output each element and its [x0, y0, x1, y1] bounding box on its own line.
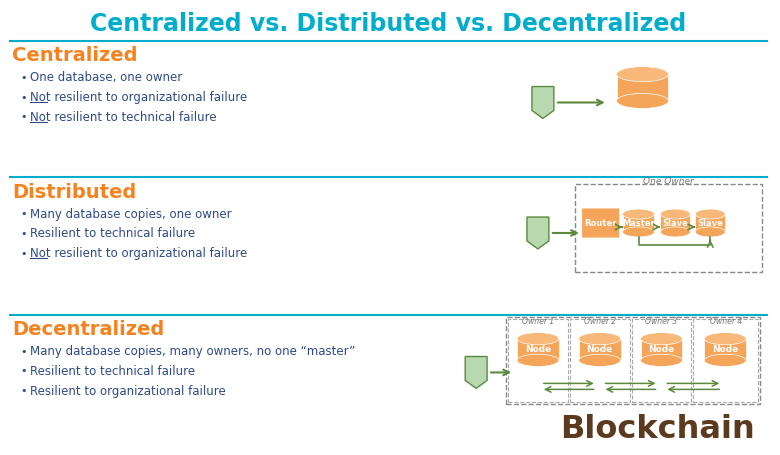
Ellipse shape: [622, 209, 654, 219]
Ellipse shape: [517, 354, 558, 366]
Text: •: •: [20, 347, 27, 357]
Text: Node: Node: [587, 345, 613, 354]
Text: Distributed: Distributed: [12, 182, 136, 202]
Text: Resilient to technical failure: Resilient to technical failure: [30, 228, 195, 241]
Text: Node: Node: [712, 345, 739, 354]
Ellipse shape: [704, 354, 746, 366]
Ellipse shape: [661, 209, 690, 219]
Text: •: •: [20, 366, 27, 376]
Ellipse shape: [622, 227, 654, 237]
Text: Master: Master: [622, 218, 655, 228]
Text: Blockchain: Blockchain: [560, 414, 755, 445]
Bar: [622, 214, 654, 232]
Ellipse shape: [695, 209, 725, 219]
Text: One Owner: One Owner: [643, 177, 693, 186]
Bar: [661, 214, 690, 232]
Text: •: •: [20, 209, 27, 219]
Ellipse shape: [517, 333, 558, 345]
Text: Slave: Slave: [662, 218, 688, 228]
Ellipse shape: [579, 354, 621, 366]
Ellipse shape: [704, 333, 746, 345]
Text: •: •: [20, 92, 27, 102]
Ellipse shape: [661, 227, 690, 237]
Bar: [632, 318, 691, 402]
Bar: [506, 317, 760, 404]
Text: •: •: [20, 73, 27, 83]
Polygon shape: [465, 357, 487, 389]
Text: •: •: [20, 112, 27, 122]
Ellipse shape: [640, 354, 682, 366]
Text: Many database copies, one owner: Many database copies, one owner: [30, 207, 232, 221]
Bar: [579, 339, 621, 360]
Text: Owner 4: Owner 4: [710, 317, 742, 326]
Text: •: •: [20, 249, 27, 259]
Text: •: •: [20, 386, 27, 396]
Ellipse shape: [640, 333, 682, 345]
Bar: [693, 318, 758, 402]
Text: Centralized vs. Distributed vs. Decentralized: Centralized vs. Distributed vs. Decentra…: [90, 12, 686, 36]
Text: Slave: Slave: [697, 218, 723, 228]
Text: Not resilient to organizational failure: Not resilient to organizational failure: [30, 91, 247, 104]
Polygon shape: [532, 86, 554, 118]
Text: Not resilient to technical failure: Not resilient to technical failure: [30, 111, 217, 124]
Ellipse shape: [617, 93, 668, 108]
Bar: [695, 214, 725, 232]
Text: Node: Node: [525, 345, 551, 354]
Bar: [517, 339, 558, 360]
Polygon shape: [527, 217, 549, 249]
Bar: [704, 339, 746, 360]
Text: •: •: [20, 229, 27, 239]
Text: Owner 3: Owner 3: [645, 317, 678, 326]
Text: Not resilient to organizational failure: Not resilient to organizational failure: [30, 248, 247, 260]
Text: Router: Router: [584, 218, 617, 228]
Text: Owner 2: Owner 2: [583, 317, 615, 326]
Text: Resilient to technical failure: Resilient to technical failure: [30, 365, 195, 378]
Text: Node: Node: [648, 345, 675, 354]
Text: Centralized: Centralized: [12, 46, 137, 65]
Ellipse shape: [695, 227, 725, 237]
Bar: [617, 74, 668, 101]
Text: Many database copies, many owners, no one “master”: Many database copies, many owners, no on…: [30, 345, 355, 358]
Bar: [640, 339, 682, 360]
Text: Owner 1: Owner 1: [522, 317, 554, 326]
Ellipse shape: [579, 333, 621, 345]
Text: Resilient to organizational failure: Resilient to organizational failure: [30, 385, 225, 398]
FancyBboxPatch shape: [582, 208, 619, 238]
Bar: [508, 318, 568, 402]
Bar: [575, 184, 762, 272]
Ellipse shape: [617, 66, 668, 82]
Text: Decentralized: Decentralized: [12, 320, 165, 339]
Bar: [569, 318, 629, 402]
Text: One database, one owner: One database, one owner: [30, 71, 183, 84]
